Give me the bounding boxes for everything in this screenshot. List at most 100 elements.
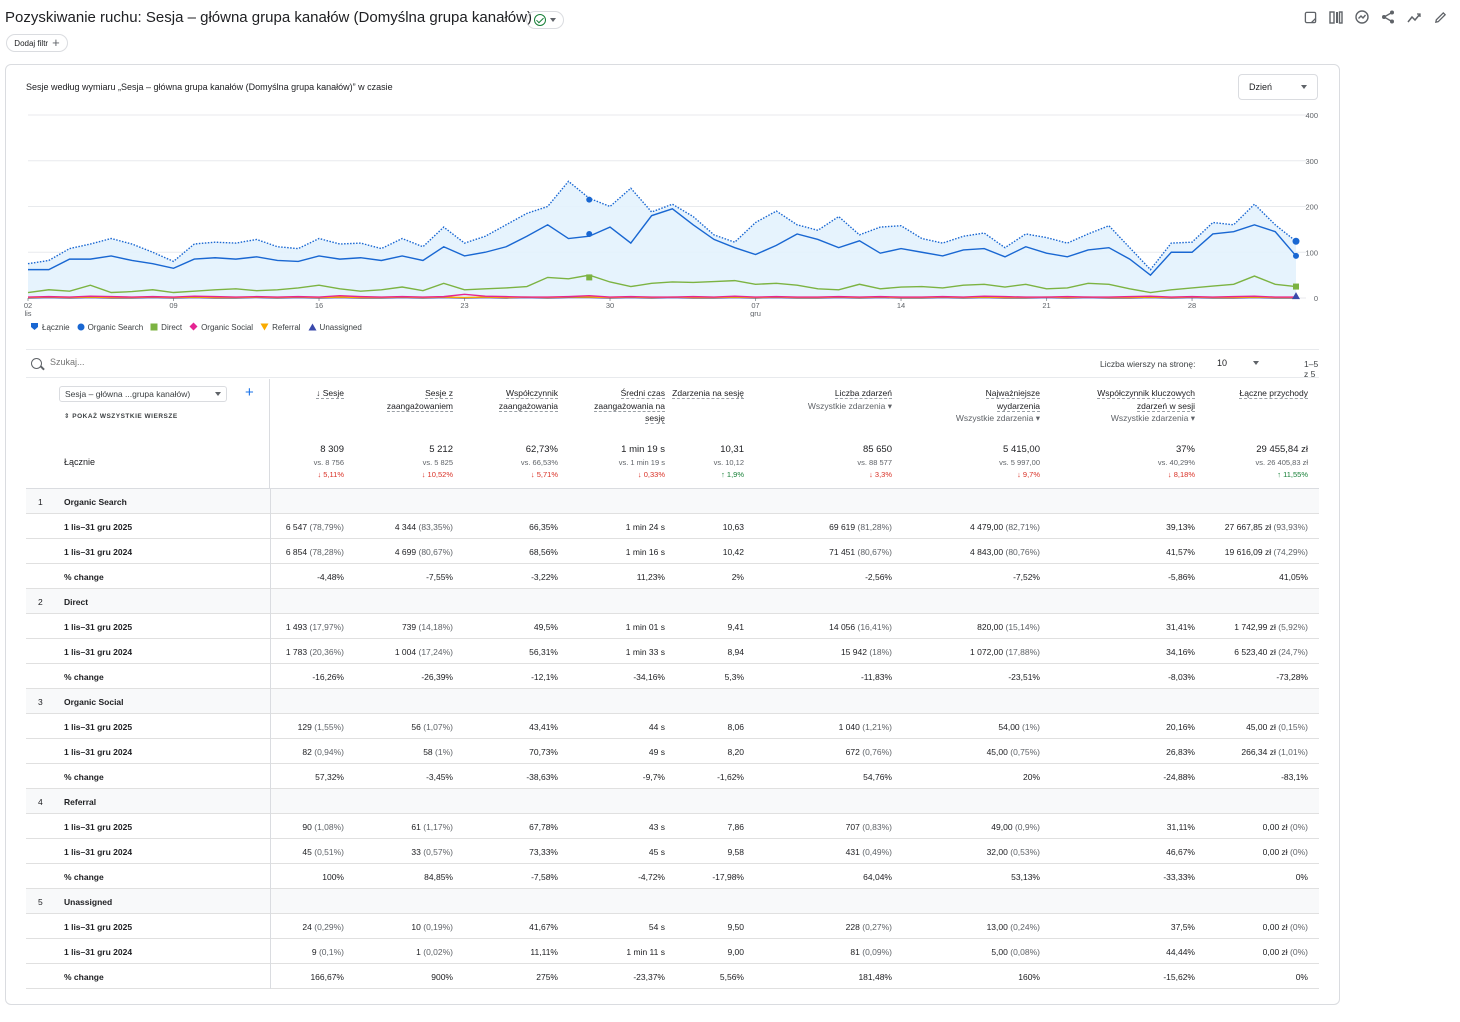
cell-value: 9,41 [727, 622, 744, 632]
total-cell: 37% vs. 40,29% ↓ 8,18% [1158, 443, 1195, 481]
column-header[interactable]: Zdarzenia na sesję [672, 387, 744, 400]
status-chip[interactable] [526, 11, 564, 29]
column-header[interactable]: Współczynnik zaangażowania [468, 387, 558, 412]
add-dimension-icon[interactable]: + [245, 384, 254, 401]
column-event-filter[interactable]: Wszystkie zdarzenia ▾ [1110, 413, 1195, 423]
table-cell: 9,58 [727, 847, 744, 857]
table-cell: 4 479,00 (82,71%) [970, 522, 1040, 532]
cell-value: 32,00 [986, 847, 1008, 857]
cell-share: (0%) [1290, 847, 1308, 857]
share-icon[interactable] [1380, 9, 1396, 25]
rows-per-page-value: 10 [1217, 358, 1228, 368]
cell-value: 5,3% [724, 672, 744, 682]
table-cell: 67,78% [529, 822, 558, 832]
legend-item[interactable]: Organic Search [77, 322, 143, 333]
table-cell: 13,00 (0,24%) [987, 922, 1040, 932]
marker-point [586, 230, 593, 237]
search-input[interactable] [50, 357, 350, 367]
granularity-select[interactable]: Dzień [1238, 74, 1318, 100]
column-header-label: Współczynnik kluczowych zdarzeń w sesji [1097, 388, 1195, 412]
cell-value: -9,7% [642, 772, 665, 782]
column-divider [270, 539, 271, 564]
column-divider [270, 814, 271, 839]
row-index: 1 [38, 497, 43, 507]
cell-value: 431 [845, 847, 860, 857]
table-cell: 228 (0,27%) [846, 922, 892, 932]
column-header[interactable]: Łączne przychody [1239, 387, 1308, 400]
cell-value: 0% [1295, 972, 1308, 982]
cell-value: 61 [411, 822, 421, 832]
group-row[interactable]: 3 Organic Social [26, 689, 1319, 714]
insights-icon[interactable] [1354, 9, 1370, 25]
table-row: 1 lis–31 gru 2024 1 783 (20,36%) 1 004 (17… [26, 639, 1319, 664]
cell-value: 8,06 [727, 722, 744, 732]
edit-icon[interactable] [1432, 9, 1448, 25]
column-header[interactable]: Średni czas zaangażowania na sesję [575, 387, 665, 425]
table-cell: -9,7% [643, 772, 665, 782]
cell-value: 39,13% [1166, 522, 1195, 532]
table-cell: 0% [1296, 872, 1308, 882]
cell-share: (78,28%) [309, 547, 345, 557]
legend-item[interactable]: Referral [260, 322, 301, 333]
cell-value: 45,00 zł [1246, 722, 1276, 732]
column-header[interactable]: ↓ Sesje [316, 387, 344, 400]
customize-report-icon[interactable] [1302, 9, 1318, 25]
table-cell: 56 (1,07%) [411, 722, 453, 732]
row-label: 1 lis–31 gru 2024 [64, 547, 133, 557]
column-divider [270, 589, 271, 614]
total-comparison: vs. 5 825 [422, 458, 453, 467]
table-row: 1 lis–31 gru 2025 1 493 (17,97%) 739 (14,1… [26, 614, 1319, 639]
cell-value: 81 [850, 947, 860, 957]
total-value: 8 309 [320, 444, 344, 455]
series-line-direct [27, 274, 1297, 294]
add-filter-button[interactable]: Dodaj filtr + [6, 34, 68, 52]
group-row[interactable]: 5 Unassigned [26, 889, 1319, 914]
column-header[interactable]: Liczba zdarzeń Wszystkie zdarzenia ▾ [808, 387, 892, 412]
compare-icon[interactable] [1328, 9, 1344, 25]
row-label: 1 lis–31 gru 2025 [64, 922, 133, 932]
legend-item[interactable]: Łącznie [30, 322, 70, 333]
trend-icon[interactable] [1406, 9, 1422, 25]
cell-value: -17,98% [712, 872, 744, 882]
table-search-bar: Liczba wierszy na stronę: 10 1–5 z 5 [26, 349, 1319, 379]
cell-value: 9,58 [727, 847, 744, 857]
column-header[interactable]: Najważniejsze wydarzenia Wszystkie zdarze… [950, 387, 1040, 425]
x-tick-label: 14 [897, 301, 905, 310]
column-header[interactable]: Współczynnik kluczowych zdarzeń w sesji W… [1075, 387, 1195, 425]
cell-share: (0,08%) [1010, 947, 1040, 957]
cell-value: -8,03% [1168, 672, 1195, 682]
group-row[interactable]: 1 Organic Search [26, 489, 1319, 514]
table-cell: 10,63 [723, 522, 744, 532]
cell-share: (1,07%) [423, 722, 453, 732]
column-event-filter[interactable]: Wszystkie zdarzenia ▾ [955, 413, 1040, 423]
group-row[interactable]: 2 Direct [26, 589, 1319, 614]
dimension-select[interactable]: Sesja – główna ...grupa kanałów) [59, 386, 227, 402]
add-filter-label: Dodaj filtr [14, 38, 49, 48]
column-header[interactable]: Sesje z zaangażowaniem [363, 387, 453, 412]
group-row[interactable]: 4 Referral [26, 789, 1319, 814]
table-cell: -23,37% [633, 972, 665, 982]
column-event-filter[interactable]: Wszystkie zdarzenia ▾ [807, 400, 892, 411]
table-cell: 11,11% [530, 947, 558, 957]
show-all-rows-button[interactable]: ⇕ POKAŻ WSZYSTKIE WIERSZE [64, 412, 178, 420]
cell-value: 1 min 16 s [625, 547, 665, 557]
legend-item[interactable]: Direct [150, 322, 182, 333]
cell-value: -7,55% [426, 572, 453, 582]
cell-value: 228 [845, 922, 860, 932]
x-tick-label: 09 [169, 301, 177, 310]
cell-value: 84,85% [424, 872, 453, 882]
legend-item[interactable]: Unassigned [308, 322, 362, 333]
column-header-label: ↓ Sesje [316, 388, 344, 399]
cell-share: (0,49%) [862, 847, 892, 857]
column-header-label: Łączne przychody [1239, 388, 1308, 399]
table-cell: 90 (1,08%) [302, 822, 344, 832]
report-header: Pozyskiwanie ruchu: Sesja – główna grupa… [0, 0, 1460, 62]
table-cell: 9 (0,1%) [312, 947, 344, 957]
cell-share: (18%) [869, 647, 892, 657]
table-cell: 8,20 [727, 747, 744, 757]
column-divider [270, 939, 271, 964]
total-value: 5 212 [429, 444, 453, 455]
legend-item[interactable]: Organic Social [189, 322, 253, 333]
rows-per-page-select[interactable]: 10 [1217, 358, 1259, 368]
cell-value: 9,00 [727, 947, 744, 957]
